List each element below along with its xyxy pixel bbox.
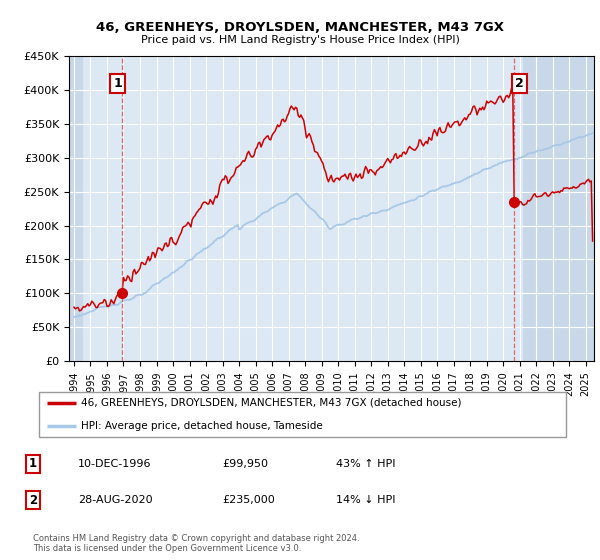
Text: £99,950: £99,950 xyxy=(222,459,268,469)
Text: 2: 2 xyxy=(29,493,37,507)
Text: 28-AUG-2020: 28-AUG-2020 xyxy=(78,495,152,505)
FancyBboxPatch shape xyxy=(38,392,566,437)
Text: 1: 1 xyxy=(113,77,122,90)
Text: 46, GREENHEYS, DROYLSDEN, MANCHESTER, M43 7GX: 46, GREENHEYS, DROYLSDEN, MANCHESTER, M4… xyxy=(96,21,504,34)
Text: Price paid vs. HM Land Registry's House Price Index (HPI): Price paid vs. HM Land Registry's House … xyxy=(140,35,460,45)
Text: 14% ↓ HPI: 14% ↓ HPI xyxy=(336,495,395,505)
Text: £235,000: £235,000 xyxy=(222,495,275,505)
Text: 2: 2 xyxy=(515,77,523,90)
Text: 1: 1 xyxy=(29,457,37,470)
Text: Contains HM Land Registry data © Crown copyright and database right 2024.
This d: Contains HM Land Registry data © Crown c… xyxy=(33,534,359,553)
Text: 10-DEC-1996: 10-DEC-1996 xyxy=(78,459,151,469)
Text: 43% ↑ HPI: 43% ↑ HPI xyxy=(336,459,395,469)
Text: HPI: Average price, detached house, Tameside: HPI: Average price, detached house, Tame… xyxy=(82,421,323,431)
Text: 46, GREENHEYS, DROYLSDEN, MANCHESTER, M43 7GX (detached house): 46, GREENHEYS, DROYLSDEN, MANCHESTER, M4… xyxy=(82,398,462,408)
